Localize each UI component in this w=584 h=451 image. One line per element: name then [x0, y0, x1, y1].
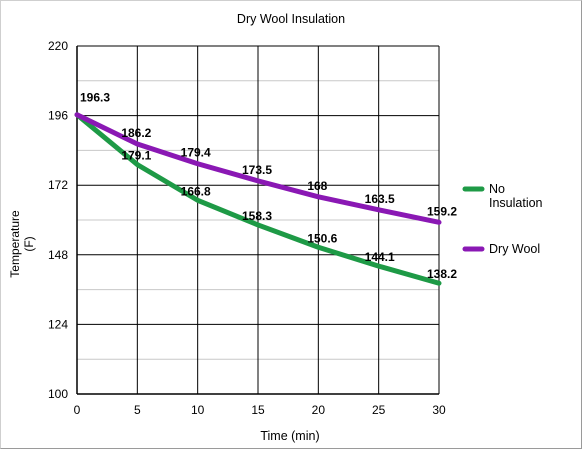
y-tick-label: 124	[48, 317, 68, 331]
x-axis-label: Time (min)	[260, 429, 319, 443]
y-tick-label: 172	[48, 178, 68, 192]
data-label: 144.1	[365, 250, 395, 264]
y-tick-label: 100	[48, 387, 68, 401]
data-label: 179.1	[121, 149, 151, 163]
data-label: 166.8	[181, 184, 211, 198]
data-label: 173.5	[242, 163, 272, 177]
data-label: 159.2	[427, 204, 457, 218]
data-label: 186.2	[121, 126, 151, 140]
data-label: 179.4	[181, 146, 211, 160]
series-lines	[74, 112, 442, 286]
data-label: 163.5	[365, 192, 395, 206]
data-label: 138.2	[427, 267, 457, 281]
x-tick-label: 5	[134, 403, 141, 417]
chart-title: Dry Wool Insulation	[237, 12, 345, 26]
y-axis-unit: (F)	[22, 236, 36, 251]
series-line-1	[74, 112, 442, 225]
axes	[76, 46, 439, 395]
x-tick-label: 25	[372, 403, 386, 417]
x-tick-label: 20	[312, 403, 326, 417]
data-label: 150.6	[307, 231, 337, 245]
x-tick-label: 30	[432, 403, 446, 417]
series-line-0	[74, 112, 442, 286]
legend-label: No	[489, 182, 505, 196]
legend-label: Dry Wool	[489, 242, 540, 256]
data-label: 158.3	[242, 209, 272, 223]
data-labels: 196.3 186.2 179.1 179.4 166.8 173.5 158.3 168 15…	[80, 91, 457, 281]
x-tick-label: 0	[74, 403, 81, 417]
x-tick-label: 10	[191, 403, 205, 417]
data-label-start: 196.3	[80, 91, 110, 105]
x-tick-label: 15	[251, 403, 265, 417]
y-tick-label: 220	[48, 39, 68, 53]
legend-label: Insulation	[489, 196, 543, 210]
y-axis-label-group: Temperature (F)	[8, 210, 36, 278]
data-label: 168	[307, 179, 327, 193]
y-tick-label: 196	[48, 109, 68, 123]
y-axis-label: Temperature	[8, 210, 22, 278]
y-tick-label: 148	[48, 248, 68, 262]
tick-labels: 100 124 148 172 196 220 0 5 10 15 20 25 30	[48, 39, 446, 417]
